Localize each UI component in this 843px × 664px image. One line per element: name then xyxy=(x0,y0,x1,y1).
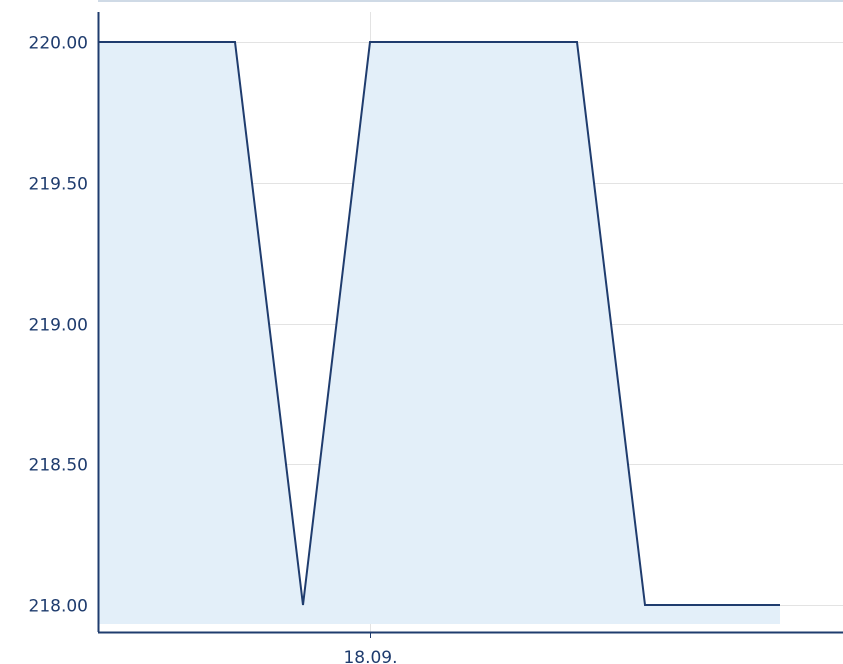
y-tick-label: 219.50 xyxy=(29,175,88,195)
x-tick-label: 18.09. xyxy=(343,648,397,664)
y-tick-label: 218.00 xyxy=(29,597,88,617)
y-tick-label: 218.50 xyxy=(29,456,88,476)
series-line-layer xyxy=(97,41,781,606)
area-fill-layer xyxy=(98,42,780,624)
tick-labels: 218.00 218.50 219.00 219.50 220.00 18.09. xyxy=(29,34,398,664)
y-tick-label: 219.00 xyxy=(29,316,88,336)
axes xyxy=(97,0,843,638)
series-area-fill xyxy=(98,42,780,624)
y-tick-label: 220.00 xyxy=(29,34,88,54)
